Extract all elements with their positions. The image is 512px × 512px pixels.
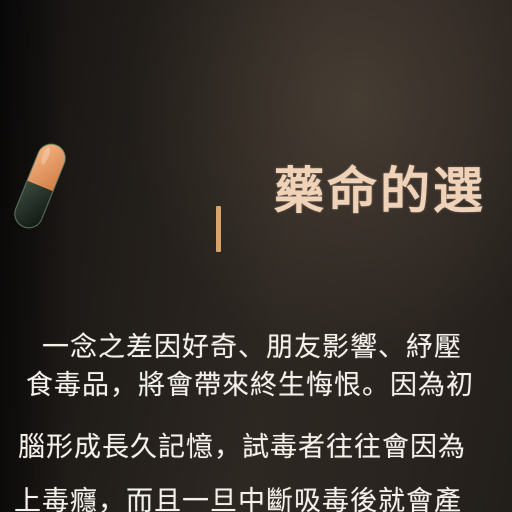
paragraph-line: 腦形成長久記憶，試毒者往往會因為 xyxy=(18,432,466,463)
panel-title: 藥命的選 xyxy=(274,162,486,220)
title-accent-bar xyxy=(216,206,221,252)
paragraph-line: 一念之差因好奇、朋友影響、紓壓 xyxy=(42,332,462,363)
paragraph-line: 食毒品，將會帶來終生悔恨。因為初 xyxy=(26,370,474,401)
paragraph-line: 上毒癮，而且一旦中斷吸毒後就會產 xyxy=(14,486,462,512)
capsule-pill-icon xyxy=(10,139,70,233)
edge-shadow xyxy=(0,0,70,512)
